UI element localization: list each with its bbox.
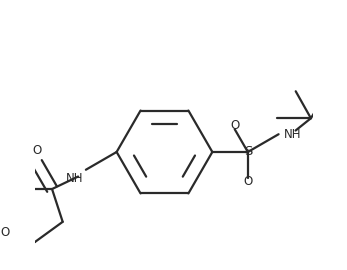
- Text: S: S: [244, 146, 252, 158]
- Text: NH: NH: [66, 172, 83, 185]
- Text: NH: NH: [284, 128, 302, 141]
- Text: O: O: [230, 119, 239, 132]
- Text: O: O: [32, 144, 42, 157]
- Text: O: O: [1, 226, 10, 239]
- Text: O: O: [243, 176, 253, 188]
